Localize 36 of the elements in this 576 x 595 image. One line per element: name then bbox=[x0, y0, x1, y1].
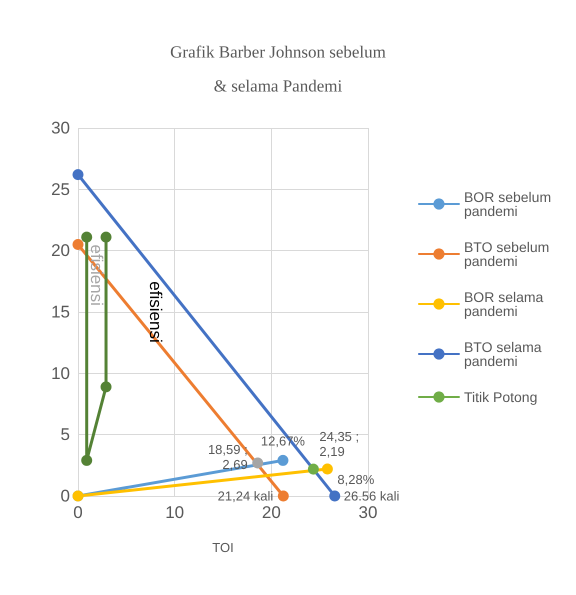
point bbox=[81, 454, 92, 466]
annotation: efisiensi bbox=[86, 244, 106, 306]
point bbox=[100, 381, 112, 392]
annotation: 26.56 kali bbox=[344, 488, 400, 504]
annotation: 21,24 kali bbox=[218, 488, 274, 504]
x-tick-label: 30 bbox=[358, 503, 378, 522]
annotation: efisiensi bbox=[146, 281, 165, 343]
annotation: 8,28% bbox=[337, 472, 375, 488]
x-tick-label: 20 bbox=[262, 503, 281, 522]
y-tick-label: 10 bbox=[51, 364, 70, 383]
y-tick-label: 30 bbox=[51, 118, 70, 138]
legend-label: BOR selama pandemi bbox=[464, 289, 548, 319]
point bbox=[81, 232, 92, 243]
legend-label: BTO sebelum pandemi bbox=[464, 239, 554, 269]
legend-label: Titik Potong bbox=[464, 389, 538, 405]
x-axis-title: TOI bbox=[212, 540, 234, 555]
x-tick-label: 10 bbox=[165, 503, 184, 522]
y-tick-label: 15 bbox=[51, 302, 70, 322]
x-tick-label: 0 bbox=[73, 503, 83, 522]
point bbox=[308, 464, 319, 475]
y-tick-label: 20 bbox=[51, 241, 70, 260]
legend-label: BOR sebelum pandemi bbox=[464, 189, 556, 219]
point bbox=[277, 454, 288, 466]
point bbox=[252, 458, 264, 468]
point bbox=[72, 239, 84, 250]
annotation: 24,35 ; 2,19 bbox=[319, 429, 360, 460]
point bbox=[278, 490, 289, 502]
point bbox=[72, 169, 84, 180]
y-tick-label: 0 bbox=[60, 486, 70, 506]
legend-label: BTO selama pandemi bbox=[464, 339, 546, 369]
y-tick-label: 5 bbox=[60, 425, 70, 444]
y-tick-label: 25 bbox=[51, 180, 70, 199]
point bbox=[100, 232, 112, 243]
chart-title: Grafik Barber Johnson sebelum & selama Pandemi bbox=[170, 42, 386, 96]
point bbox=[329, 490, 340, 502]
point bbox=[322, 464, 333, 475]
